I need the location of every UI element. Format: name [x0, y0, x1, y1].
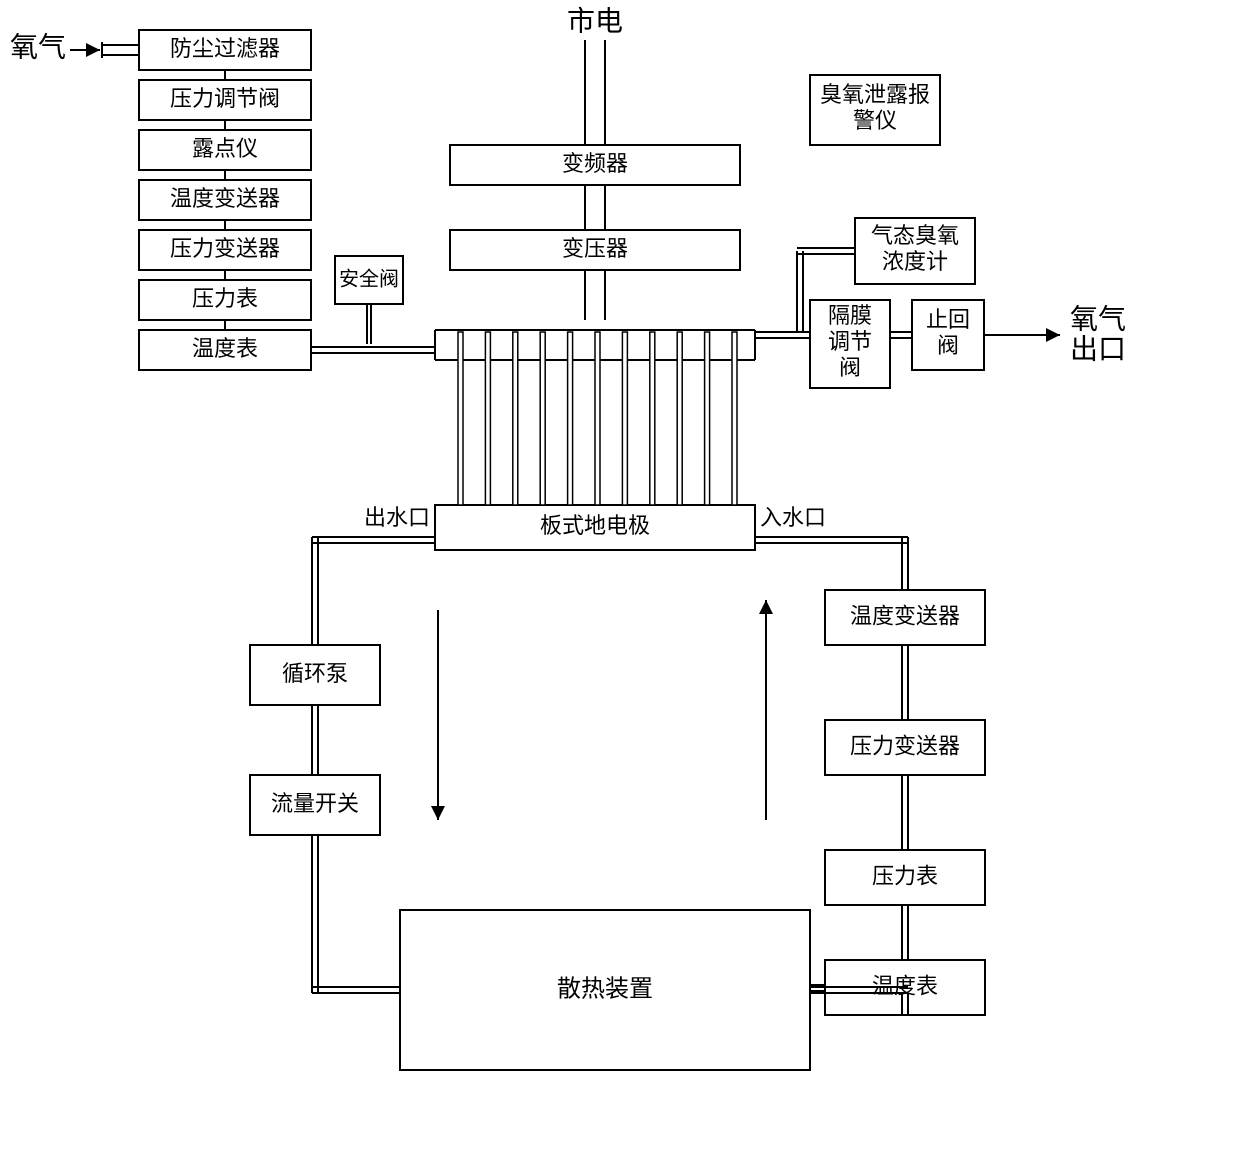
ozone-alarm-label-1: 警仪	[853, 108, 897, 133]
pressure-reg-valve-label: 压力调节阀	[170, 86, 280, 111]
diaphragm-valve-label-2: 阀	[839, 355, 861, 380]
oxygen-out-label-2: 出口	[1070, 333, 1126, 365]
ozone-concentration-meter-label-1: 浓度计	[882, 249, 948, 274]
press-tx-top-label: 压力变送器	[170, 236, 280, 261]
press-tx-right-label: 压力变送器	[850, 734, 960, 759]
mains-power-label: 市电	[567, 5, 623, 37]
press-gauge-right-label: 压力表	[872, 864, 938, 889]
diaphragm-valve-label-1: 调节	[828, 329, 872, 354]
diaphragm-valve-label-0: 隔膜	[828, 303, 872, 328]
temp-gauge-top-label: 温度表	[192, 336, 258, 361]
flow-switch-label: 流量开关	[271, 791, 359, 816]
water-out-label: 出水口	[364, 505, 430, 530]
oxygen-in-label: 氧气	[10, 31, 66, 63]
water-in-label: 入水口	[760, 505, 826, 530]
oxygen-out-label-1: 氧气	[1070, 303, 1126, 335]
dew-point-meter-label: 露点仪	[192, 136, 258, 161]
circ-pump-label: 循环泵	[282, 661, 348, 686]
transformer-label: 变压器	[562, 236, 628, 261]
safety-valve-label: 安全阀	[339, 268, 399, 291]
temp-tx-top-label: 温度变送器	[170, 186, 280, 211]
ozone-alarm-label-0: 臭氧泄露报	[820, 82, 930, 107]
ozone-concentration-meter-label-0: 气态臭氧	[871, 223, 959, 248]
check-valve-label-1: 阀	[937, 333, 959, 358]
inverter-label: 变频器	[562, 151, 628, 176]
press-gauge-top-label: 压力表	[192, 286, 258, 311]
heat-sink-label: 散热装置	[557, 976, 653, 1003]
temp-tx-right-label: 温度变送器	[850, 604, 960, 629]
check-valve-label-0: 止回	[926, 307, 970, 332]
dust-filter-label: 防尘过滤器	[170, 36, 280, 61]
ozone-system-diagram: 氧气市电防尘过滤器压力调节阀露点仪温度变送器压力变送器压力表温度表安全阀变频器变…	[0, 0, 1240, 1158]
plate-electrode-label: 板式地电极	[540, 513, 650, 538]
